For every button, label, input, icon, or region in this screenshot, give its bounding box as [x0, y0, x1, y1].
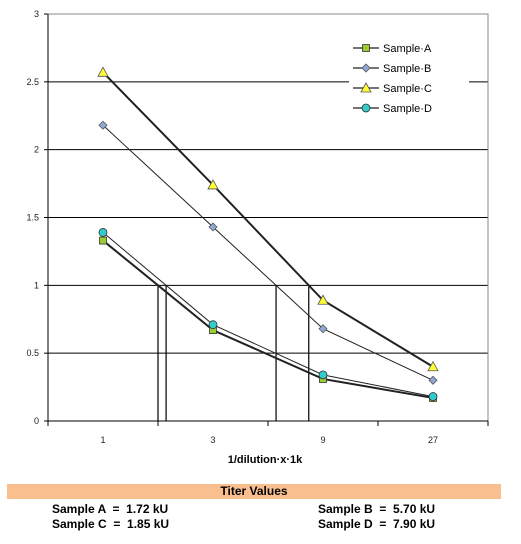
- series-line-0: [102, 239, 434, 399]
- legend: Sample·A Sample·B Sample·C Sample·D: [349, 38, 469, 120]
- x-tick-label-27: 27: [428, 435, 438, 445]
- data-point-1-1: [208, 222, 218, 232]
- data-point-1-2: [318, 324, 328, 334]
- data-point-3-1: [208, 320, 218, 330]
- y-tick-label-3: 3: [34, 9, 39, 19]
- titer-sample-b: Sample B = 5.70 kU: [318, 502, 436, 516]
- data-point-3-2: [318, 370, 328, 380]
- titer-chart: 00.511.522.53 1 3 9 27 Sample·ASample·BSamp…: [26, 9, 489, 466]
- legend-label-0: Sample·A: [383, 43, 432, 55]
- y-tick-label-2: 2: [34, 145, 39, 155]
- titer-values-heading: Titer Values: [7, 484, 501, 499]
- titer-sample-d: Sample D = 7.90 kU: [318, 517, 436, 531]
- y-tick-label-0: 0: [34, 416, 39, 426]
- data-point-0-0: [99, 236, 107, 245]
- titer-sample-a: Sample A = 1.72 kU: [52, 502, 169, 516]
- legend-marker-2: [360, 82, 372, 93]
- series-lines: [97, 66, 439, 402]
- data-point-2-1: [207, 179, 219, 190]
- titer-sample-c: Sample C = 1.85 kU: [52, 517, 170, 531]
- data-point-2-3: [427, 360, 439, 372]
- y-tick-label-1.5: 1.5: [26, 213, 39, 223]
- series-line-2: [102, 71, 434, 368]
- x-tick-label-9: 9: [320, 435, 325, 445]
- y-tick-label-2.5: 2.5: [26, 77, 39, 87]
- y-tick-labels: 0 0.5 1 1.5 2 2.5 3: [26, 9, 39, 426]
- y-tick-label-1: 1: [34, 280, 39, 290]
- legend-label-3: Sample·D: [383, 103, 432, 115]
- series-line-3: [102, 232, 434, 398]
- series-line-1: [102, 124, 434, 381]
- legend-label-1: Sample·B: [383, 63, 431, 75]
- legend-marker-0: [362, 44, 370, 52]
- data-point-2-2: [317, 294, 329, 305]
- data-point-1-3: [428, 375, 438, 385]
- data-point-3-0: [98, 228, 108, 237]
- x-tick-label-1: 1: [100, 435, 105, 445]
- axes: [44, 13, 489, 426]
- legend-marker-1: [361, 63, 371, 73]
- y-tick-label-0.5: 0.5: [26, 348, 39, 358]
- x-tick-labels: 1 3 9 27: [100, 435, 438, 445]
- legend-marker-3: [361, 103, 371, 113]
- data-point-2-0: [97, 66, 109, 77]
- legend-label-2: Sample·C: [383, 83, 432, 95]
- data-point-3-3: [428, 392, 438, 401]
- data-point-1-0: [98, 120, 108, 130]
- x-axis-label: 1/dilution·x·1k: [228, 454, 303, 466]
- x-tick-label-3: 3: [210, 435, 215, 445]
